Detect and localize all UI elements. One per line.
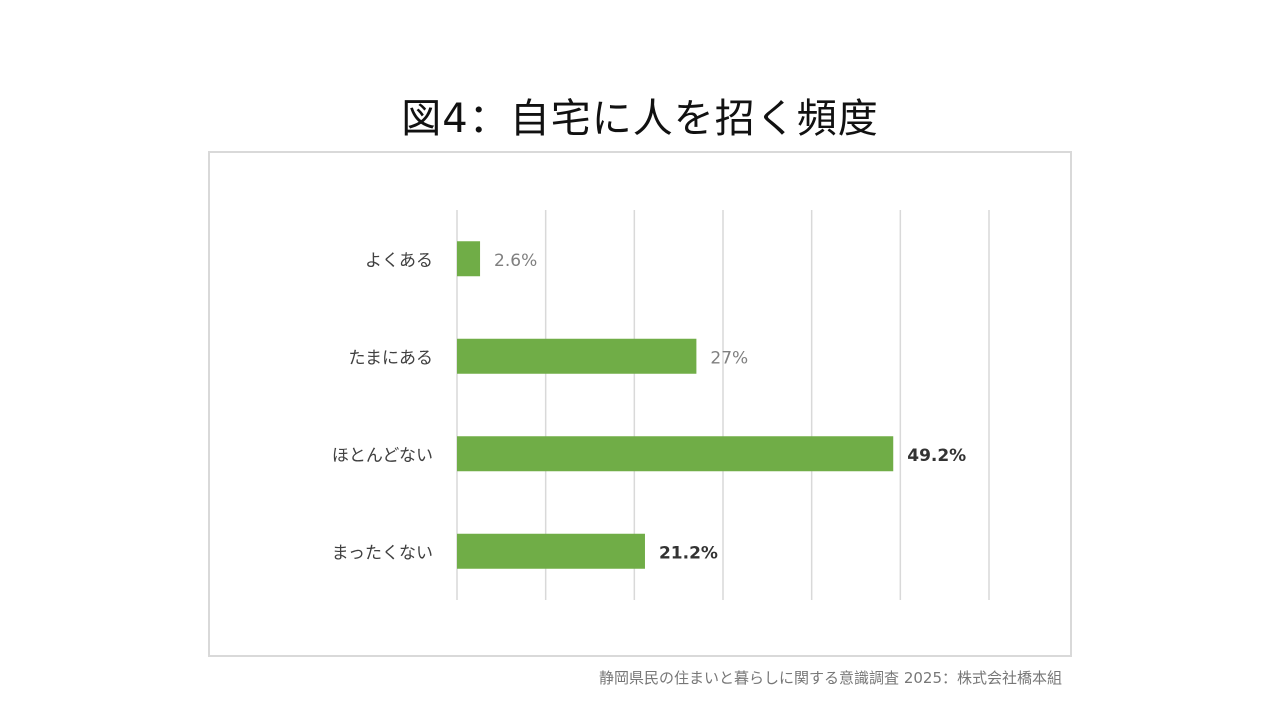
data-label: 49.2%	[907, 446, 966, 466]
source-note: 静岡県民の住まいと暮らしに関する意識調査 2025：株式会社橋本組	[599, 669, 1062, 687]
data-label: 2.6%	[494, 251, 537, 271]
category-label: まったくない	[332, 543, 433, 563]
bar	[457, 338, 697, 374]
bar	[457, 436, 894, 472]
category-label: ほとんどない	[332, 446, 433, 466]
data-label: 21.2%	[659, 543, 718, 563]
chart-frame	[208, 151, 1072, 657]
category-label: よくある	[365, 251, 433, 271]
page-title: 図4：自宅に人を招く頻度	[401, 96, 879, 142]
category-label: たまにある	[349, 348, 434, 368]
bar	[457, 533, 645, 569]
bar	[457, 241, 481, 277]
data-label: 27%	[710, 348, 748, 368]
